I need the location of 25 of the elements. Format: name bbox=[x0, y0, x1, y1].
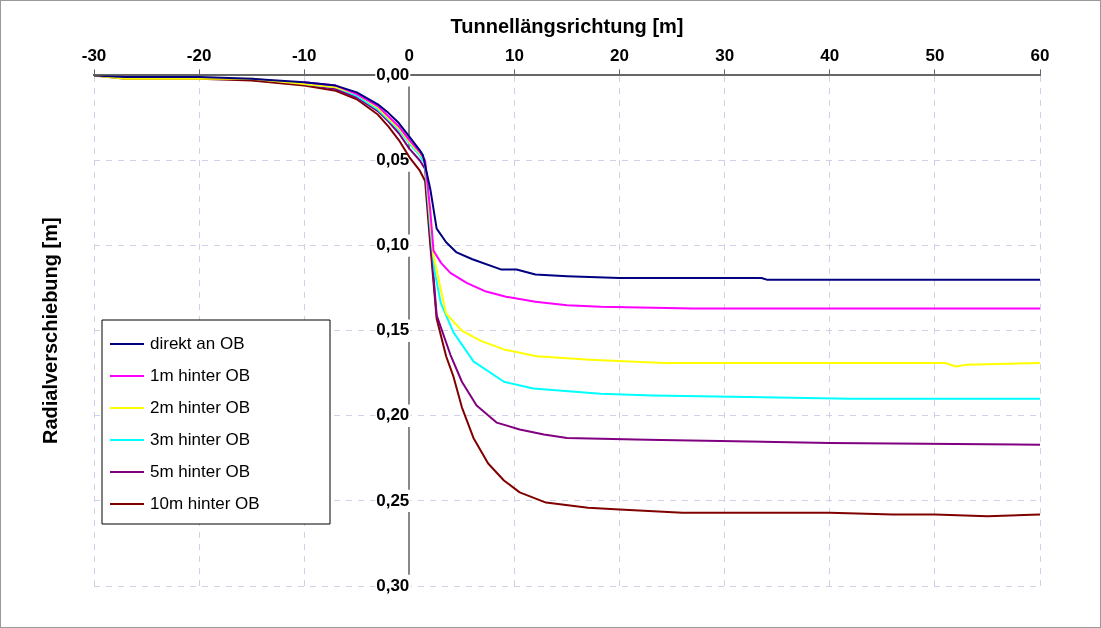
y-tick-label: 0,30 bbox=[376, 575, 410, 595]
y-tick-label: 0,00 bbox=[376, 65, 410, 85]
legend-label: 5m hinter OB bbox=[150, 461, 251, 481]
x-tick-label: 20 bbox=[610, 45, 630, 65]
y-tick-label: 0,10 bbox=[376, 235, 410, 255]
x-tick-label: 40 bbox=[820, 45, 840, 65]
legend-label: 3m hinter OB bbox=[150, 429, 251, 449]
x-tick-label: 50 bbox=[925, 45, 945, 65]
x-tick-label: 60 bbox=[1030, 45, 1050, 65]
x-tick-label: 30 bbox=[715, 45, 735, 65]
x-tick-label: 0 bbox=[404, 45, 415, 65]
legend-label: 2m hinter OB bbox=[150, 397, 251, 417]
x-tick-label: -30 bbox=[81, 45, 107, 65]
x-tick-label: -10 bbox=[291, 45, 317, 65]
y-axis-title: Radialverschiebung [m] bbox=[38, 217, 61, 445]
y-tick-label: 0,20 bbox=[376, 405, 410, 425]
x-tick-label: 10 bbox=[504, 45, 524, 65]
legend-label: direkt an OB bbox=[150, 333, 245, 353]
x-axis-title: Tunnellängsrichtung [m] bbox=[450, 14, 684, 37]
y-tick-label: 0,15 bbox=[376, 320, 410, 340]
legend-label: 10m hinter OB bbox=[150, 493, 260, 513]
legend-label: 1m hinter OB bbox=[150, 365, 251, 385]
x-tick-label: -20 bbox=[186, 45, 212, 65]
y-tick-label: 0,25 bbox=[376, 490, 410, 510]
y-tick-label: 0,05 bbox=[376, 150, 410, 170]
